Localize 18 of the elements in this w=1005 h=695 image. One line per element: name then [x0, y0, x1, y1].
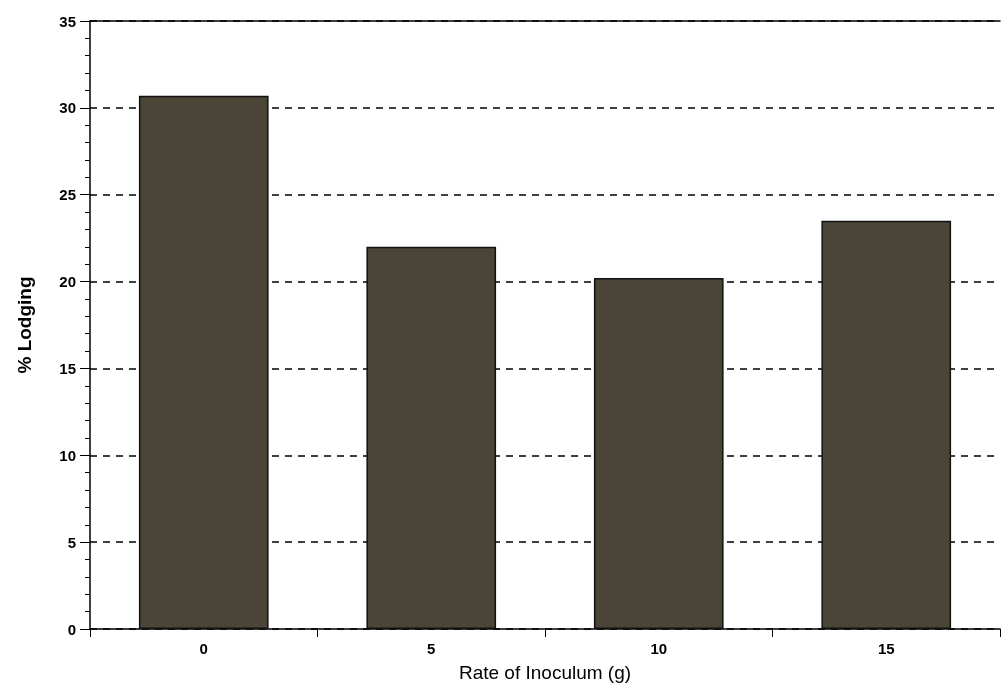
- bar: [366, 246, 497, 629]
- y-tick-label: 5: [67, 533, 76, 551]
- y-tick-label: 0: [67, 620, 76, 638]
- bar: [593, 278, 724, 629]
- x-axis-title: Rate of Inoculum (g): [458, 662, 632, 683]
- x-tick-label: 0: [199, 640, 208, 657]
- x-tick-label: 15: [877, 640, 895, 657]
- y-tick-label: 30: [59, 99, 76, 117]
- x-tick-label: 10: [650, 640, 668, 657]
- y-tick-label: 35: [59, 12, 76, 30]
- y-tick-label: 25: [59, 186, 76, 204]
- y-axis-title: % Lodging: [14, 276, 35, 374]
- y-tick-label: 10: [59, 446, 76, 464]
- x-tick-label: 5: [427, 640, 436, 657]
- bar: [821, 220, 952, 629]
- y-tick-label: 15: [59, 359, 76, 377]
- y-tick-label: 20: [59, 273, 76, 291]
- bar: [138, 95, 269, 629]
